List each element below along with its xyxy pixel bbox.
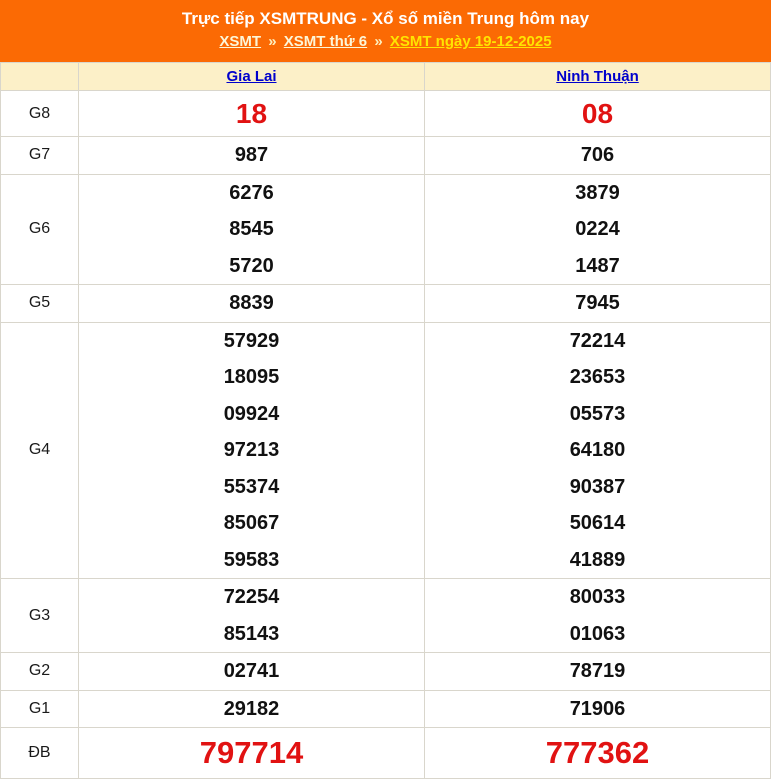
prize-numbers-cell: 72254 85143: [78, 578, 425, 653]
province-link-gia-lai[interactable]: Gia Lai: [226, 68, 277, 85]
prize-number: 59583: [223, 548, 280, 571]
table-row: G3 72254 85143 80033 01063: [0, 578, 771, 653]
table-row: G6 6276 8545 5720 3879 0224 1487: [0, 173, 771, 285]
page-title: Trực tiếp XSMTRUNG - Xổ số miền Trung hô…: [181, 9, 590, 28]
prize-number: 29182: [223, 697, 280, 720]
prize-label-header-cell: [0, 62, 79, 91]
prize-number: 8545: [229, 218, 274, 240]
prize-label: G6: [0, 173, 79, 285]
breadcrumb-separator: »: [374, 33, 383, 50]
prize-numbers-cell: 797714: [78, 727, 425, 779]
prize-numbers-cell: 6276 8545 5720: [78, 173, 425, 285]
page-header: Trực tiếp XSMTRUNG - Xổ số miền Trung hô…: [0, 0, 771, 62]
prize-number: 41889: [569, 548, 626, 571]
table-row: ĐB 797714 777362: [0, 727, 771, 779]
prize-numbers-cell: 80033 01063: [424, 578, 771, 653]
table-row: G4 57929 18095 09924 97213 55374 85067 59583 722…: [0, 321, 771, 579]
prize-number: 90387: [569, 475, 626, 498]
prize-number: 797714: [199, 735, 304, 770]
prize-number: 85143: [223, 622, 280, 645]
prize-number: 706: [580, 144, 615, 166]
prize-number: 97213: [223, 439, 280, 461]
prize-label: G4: [0, 321, 79, 579]
prize-numbers-cell: 29182: [78, 689, 425, 728]
prize-number: 01063: [569, 622, 626, 645]
prize-number: 18: [235, 98, 268, 129]
results-table: Gia Lai Ninh Thuận G8 18 08 G7 987 706 G6 6276 8…: [0, 62, 771, 779]
prize-number: 55374: [223, 475, 280, 498]
table-row: G2 02741 78719: [0, 652, 771, 691]
prize-number: 7945: [575, 292, 620, 314]
prize-number: 0224: [575, 218, 620, 240]
prize-number: 72214: [569, 329, 626, 352]
prize-number: 777362: [545, 735, 650, 770]
prize-number: 05573: [569, 402, 626, 425]
prize-number: 64180: [569, 439, 626, 461]
prize-numbers-cell: 78719: [424, 652, 771, 691]
table-row: G1 29182 71906: [0, 689, 771, 728]
prize-label: G8: [0, 90, 79, 137]
prize-number: 5720: [229, 254, 274, 277]
prize-number: 3879: [575, 181, 620, 204]
prize-number: 987: [234, 144, 269, 166]
prize-number: 1487: [575, 254, 620, 277]
prize-numbers-cell: 02741: [78, 652, 425, 691]
prize-number: 80033: [569, 586, 626, 608]
province-header-cell: Gia Lai: [78, 62, 425, 91]
table-row: G8 18 08: [0, 90, 771, 137]
table-row: G5 8839 7945: [0, 284, 771, 323]
prize-numbers-cell: 7945: [424, 284, 771, 323]
table-row: G7 987 706: [0, 136, 771, 175]
prize-numbers-cell: 706: [424, 136, 771, 175]
prize-label: G3: [0, 578, 79, 653]
prize-number: 23653: [569, 366, 626, 388]
prize-numbers-cell: 3879 0224 1487: [424, 173, 771, 285]
prize-number: 72254: [223, 586, 280, 608]
prize-numbers-cell: 777362: [424, 727, 771, 779]
prize-numbers-cell: 57929 18095 09924 97213 55374 85067 59583: [78, 321, 425, 579]
prize-numbers-cell: 08: [424, 90, 771, 137]
prize-numbers-cell: 8839: [78, 284, 425, 323]
breadcrumb-link-xsmt[interactable]: XSMT: [219, 33, 262, 50]
prize-numbers-cell: 18: [78, 90, 425, 137]
province-link-ninh-thuan[interactable]: Ninh Thuận: [556, 68, 639, 85]
province-header-row: Gia Lai Ninh Thuận: [0, 62, 771, 91]
breadcrumb-link-xsmt-date[interactable]: XSMT ngày 19-12-2025: [389, 33, 552, 50]
prize-number: 57929: [223, 329, 280, 352]
prize-numbers-cell: 72214 23653 05573 64180 90387 50614 41889: [424, 321, 771, 579]
prize-number: 8839: [229, 292, 274, 314]
breadcrumb-link-xsmt-thu-6[interactable]: XSMT thứ 6: [283, 33, 368, 50]
prize-label: G2: [0, 652, 79, 691]
prize-number: 71906: [569, 697, 626, 720]
breadcrumb-separator: »: [268, 33, 277, 50]
prize-numbers-cell: 71906: [424, 689, 771, 728]
breadcrumb: XSMT » XSMT thứ 6 » XSMT ngày 19-12-2025: [0, 30, 771, 54]
prize-label: ĐB: [0, 727, 79, 779]
prize-label: G1: [0, 689, 79, 728]
prize-number: 09924: [223, 402, 280, 425]
prize-number: 6276: [229, 181, 274, 204]
prize-label: G5: [0, 284, 79, 323]
prize-number: 50614: [569, 512, 626, 534]
prize-numbers-cell: 987: [78, 136, 425, 175]
prize-number: 02741: [223, 660, 280, 682]
province-header-cell: Ninh Thuận: [424, 62, 771, 91]
prize-number: 78719: [569, 660, 626, 682]
prize-number: 18095: [223, 366, 280, 388]
prize-label: G7: [0, 136, 79, 175]
prize-number: 08: [581, 98, 614, 129]
prize-number: 85067: [223, 512, 280, 534]
